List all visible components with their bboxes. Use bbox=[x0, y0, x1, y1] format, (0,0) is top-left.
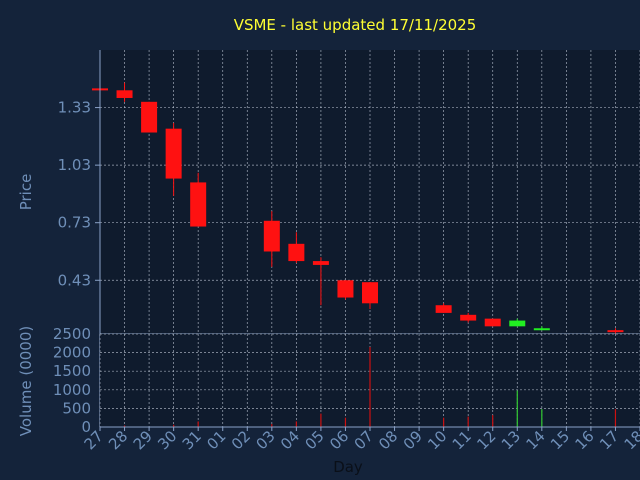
candle-body bbox=[263, 220, 280, 252]
chart-title: VSME - last updated 17/11/2025 bbox=[234, 16, 477, 34]
price-tick-label: 1.33 bbox=[58, 99, 91, 117]
price-tick-label: 1.03 bbox=[58, 156, 91, 174]
candle-body bbox=[533, 328, 550, 331]
candle-body bbox=[607, 330, 624, 333]
volume-tick-label: 1500 bbox=[53, 362, 91, 380]
candle-body bbox=[362, 282, 378, 304]
volume-tick-label: 500 bbox=[62, 399, 91, 417]
x-axis-label: Day bbox=[333, 458, 363, 476]
volume-axis-label: Volume (0000) bbox=[17, 326, 35, 436]
candle-body bbox=[190, 182, 207, 227]
candle-body bbox=[509, 320, 526, 327]
candle-body bbox=[116, 90, 133, 98]
volume-tick-label: 2500 bbox=[53, 325, 91, 343]
candle-body bbox=[460, 314, 477, 321]
candle-body bbox=[337, 280, 354, 298]
candle-body bbox=[141, 101, 158, 133]
volume-tick-label: 1000 bbox=[53, 381, 91, 399]
volume-tick-label: 2000 bbox=[53, 344, 91, 362]
price-tick-label: 0.73 bbox=[58, 214, 91, 232]
price-panel: 0.43 0.73 1.03 1.33 bbox=[58, 50, 640, 427]
candle-body bbox=[435, 305, 452, 313]
volume-tick-label: 0 bbox=[81, 418, 91, 436]
candle-body bbox=[165, 128, 182, 179]
candle-body bbox=[288, 243, 305, 262]
candle-body bbox=[484, 318, 501, 327]
candle-body bbox=[312, 261, 329, 265]
price-tick-label: 0.43 bbox=[58, 271, 91, 289]
price-axis-label: Price bbox=[17, 174, 35, 211]
